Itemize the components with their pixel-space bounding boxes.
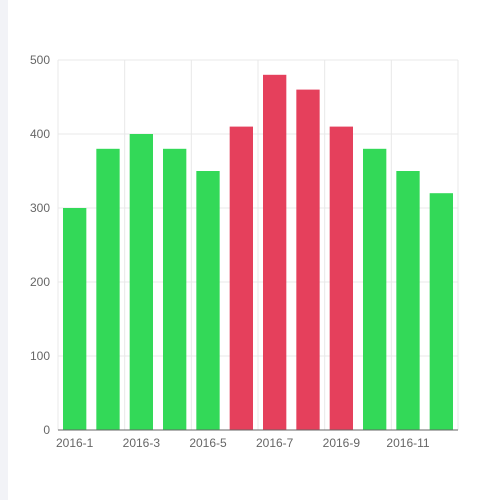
x-tick-label-1: 2016-3 (123, 436, 161, 450)
bar-2016-12[interactable] (429, 193, 453, 430)
y-tick-label-2: 200 (30, 275, 50, 289)
bar-2016-6[interactable] (229, 126, 253, 430)
x-tick-label-3: 2016-7 (256, 436, 294, 450)
y-tick-label-1: 100 (30, 349, 50, 363)
bar-2016-7[interactable] (263, 74, 287, 431)
x-tick-label-0: 2016-1 (56, 436, 94, 450)
y-tick-labels: 0 100 200 300 400 500 (30, 53, 50, 437)
bar-2016-11[interactable] (396, 171, 420, 430)
left-rail (0, 0, 8, 500)
y-tick-label-4: 400 (30, 127, 50, 141)
x-tick-label-2: 2016-5 (189, 436, 227, 450)
grid-group (57, 59, 459, 431)
bar-2016-9[interactable] (329, 126, 353, 430)
bar-2016-4[interactable] (163, 148, 187, 431)
bar-2016-5[interactable] (196, 171, 220, 430)
bar-2016-1[interactable] (63, 208, 87, 430)
y-tick-label-3: 300 (30, 201, 50, 215)
bar-2016-2[interactable] (96, 148, 120, 431)
bar-2016-10[interactable] (363, 148, 387, 431)
bar-2016-8[interactable] (296, 89, 320, 430)
bars-group (63, 74, 453, 431)
x-tick-label-4: 2016-9 (323, 436, 361, 450)
x-tick-label-5: 2016-11 (386, 436, 429, 450)
x-tick-labels: 2016-1 2016-3 2016-5 2016-7 2016-9 2016-… (56, 436, 430, 450)
y-tick-label-5: 500 (30, 53, 50, 67)
bar-2016-3[interactable] (129, 134, 153, 430)
y-tick-label-0: 0 (43, 423, 50, 437)
